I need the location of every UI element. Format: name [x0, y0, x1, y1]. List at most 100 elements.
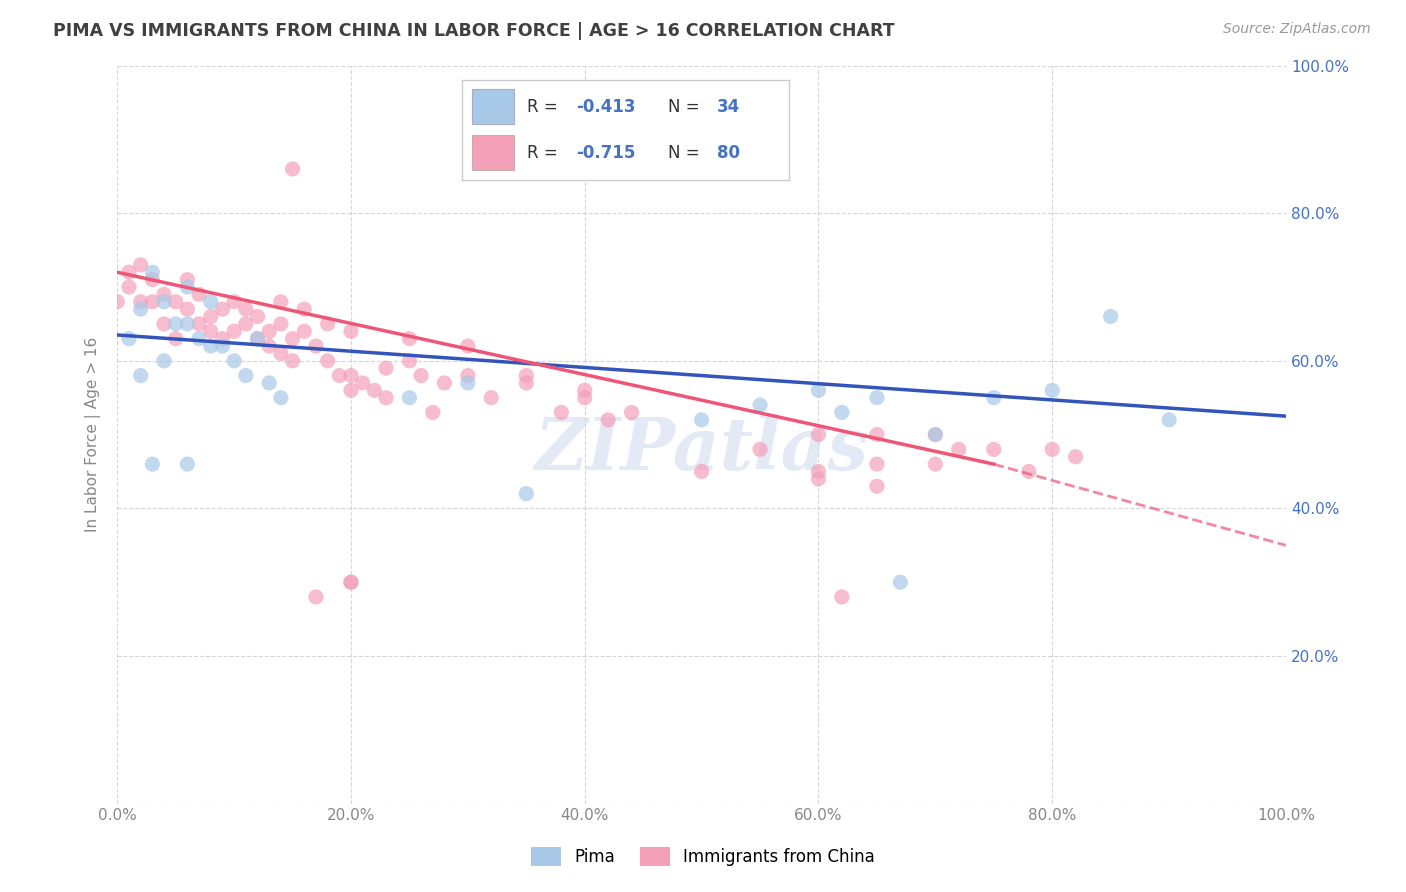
Point	[270, 346, 292, 360]
Point	[305, 590, 328, 604]
Point	[807, 427, 830, 442]
Point	[188, 287, 211, 301]
Point	[235, 302, 257, 317]
Point	[316, 317, 339, 331]
Point	[224, 324, 246, 338]
Point	[690, 465, 713, 479]
Point	[1099, 310, 1122, 324]
Point	[292, 302, 315, 317]
Point	[270, 317, 292, 331]
Point	[515, 486, 537, 500]
Point	[340, 575, 363, 590]
Point	[550, 405, 572, 419]
Point	[188, 332, 211, 346]
Point	[292, 324, 315, 338]
Point	[224, 353, 246, 368]
Point	[515, 376, 537, 390]
Point	[340, 324, 363, 338]
Point	[340, 575, 363, 590]
Point	[129, 368, 152, 383]
Point	[598, 413, 620, 427]
Point	[165, 332, 187, 346]
Point	[398, 353, 420, 368]
Point	[129, 294, 152, 309]
Point	[1159, 413, 1181, 427]
Point	[690, 413, 713, 427]
Point	[153, 317, 176, 331]
Point	[129, 302, 152, 317]
Point	[457, 376, 479, 390]
Point	[153, 287, 176, 301]
Point	[118, 265, 141, 279]
Point	[948, 442, 970, 457]
Point	[235, 317, 257, 331]
Point	[515, 368, 537, 383]
Point	[375, 361, 398, 376]
Point	[141, 272, 163, 286]
Point	[983, 391, 1005, 405]
Point	[807, 384, 830, 398]
Point	[983, 442, 1005, 457]
Point	[620, 405, 643, 419]
Point	[1040, 384, 1063, 398]
Point	[866, 427, 889, 442]
Point	[257, 339, 280, 353]
Point	[270, 294, 292, 309]
Point	[246, 310, 269, 324]
Point	[831, 405, 853, 419]
Point	[866, 391, 889, 405]
Point	[200, 310, 222, 324]
Point	[281, 353, 304, 368]
Point	[118, 332, 141, 346]
Text: PIMA VS IMMIGRANTS FROM CHINA IN LABOR FORCE | AGE > 16 CORRELATION CHART: PIMA VS IMMIGRANTS FROM CHINA IN LABOR F…	[53, 22, 896, 40]
Point	[235, 368, 257, 383]
Point	[479, 391, 502, 405]
Point	[352, 376, 374, 390]
Point	[200, 294, 222, 309]
Point	[281, 161, 304, 176]
Point	[118, 280, 141, 294]
Point	[328, 368, 350, 383]
Point	[141, 457, 163, 471]
Point	[141, 294, 163, 309]
Point	[749, 442, 772, 457]
Point	[398, 391, 420, 405]
Point	[200, 324, 222, 338]
Point	[749, 398, 772, 412]
Point	[200, 339, 222, 353]
Point	[807, 465, 830, 479]
Point	[246, 332, 269, 346]
Point	[411, 368, 433, 383]
Point	[1018, 465, 1040, 479]
Point	[176, 317, 198, 331]
Point	[270, 391, 292, 405]
Point	[211, 339, 233, 353]
Point	[924, 427, 946, 442]
Point	[224, 294, 246, 309]
Point	[141, 265, 163, 279]
Point	[176, 280, 198, 294]
Point	[924, 427, 946, 442]
Point	[129, 258, 152, 272]
Point	[1040, 442, 1063, 457]
Point	[340, 368, 363, 383]
Text: ZIPatlas: ZIPatlas	[534, 414, 869, 485]
Point	[457, 368, 479, 383]
Point	[398, 332, 420, 346]
Point	[105, 294, 128, 309]
Point	[257, 376, 280, 390]
Point	[246, 332, 269, 346]
Text: Source: ZipAtlas.com: Source: ZipAtlas.com	[1223, 22, 1371, 37]
Point	[305, 339, 328, 353]
Legend: Pima, Immigrants from China: Pima, Immigrants from China	[523, 838, 883, 875]
Point	[574, 384, 596, 398]
Point	[153, 294, 176, 309]
Point	[316, 353, 339, 368]
Point	[866, 479, 889, 493]
Point	[176, 302, 198, 317]
Point	[574, 391, 596, 405]
Point	[807, 472, 830, 486]
Point	[924, 457, 946, 471]
Point	[889, 575, 911, 590]
Point	[165, 294, 187, 309]
